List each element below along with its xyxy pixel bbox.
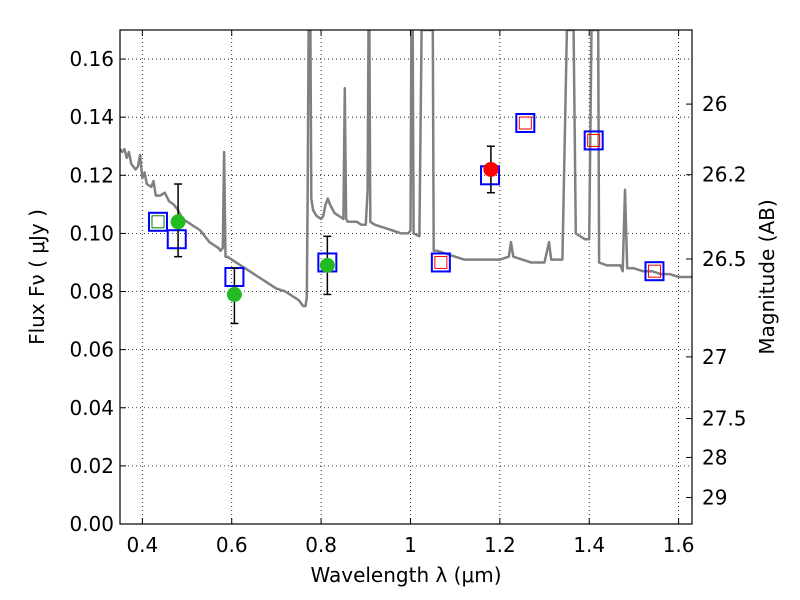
open-square-marker xyxy=(644,261,665,282)
x-axis-title: Wavelength λ (μm) xyxy=(310,563,501,587)
plot-background xyxy=(120,30,692,524)
filled-circle-marker xyxy=(170,214,186,230)
y-tick-label: 0.10 xyxy=(69,221,114,245)
y-tick-label: 0.12 xyxy=(69,163,114,187)
x-tick-label: 1.4 xyxy=(573,533,605,557)
right-tick-label: 29 xyxy=(702,486,727,510)
x-tick-label: 1.6 xyxy=(663,533,695,557)
right-axis-title: Magnitude (AB) xyxy=(755,199,779,354)
y-tick-label: 0.14 xyxy=(69,105,114,129)
open-square-marker xyxy=(166,229,187,250)
y-tick-label: 0.02 xyxy=(69,454,114,478)
x-tick-label: 0.8 xyxy=(305,533,337,557)
right-tick-label: 26.2 xyxy=(702,163,747,187)
right-tick-label: 27 xyxy=(702,345,727,369)
x-tick-label: 1 xyxy=(404,533,417,557)
x-tick-label: 0.4 xyxy=(126,533,158,557)
inner-square-marker xyxy=(151,215,165,229)
x-tick-label: 1.2 xyxy=(484,533,516,557)
ticks: 0.4 0.6 0.8 1 1.2 1.4 1.6 0.00 0.02 0.04 0.06 0.08 0… xyxy=(69,30,747,557)
y-tick-label: 0.04 xyxy=(69,396,114,420)
y-tick-label: 0.08 xyxy=(69,280,114,304)
y-tick-label: 0.16 xyxy=(69,47,114,71)
open-square-marker xyxy=(583,130,604,151)
right-tick-label: 26 xyxy=(702,92,727,116)
inner-square-marker xyxy=(587,133,601,147)
filled-circle-marker xyxy=(226,286,242,302)
filled-circle-marker xyxy=(319,257,335,273)
inner-square-marker xyxy=(434,255,448,269)
open-square-marker xyxy=(430,252,451,273)
filled-circle-marker xyxy=(483,161,499,177)
right-tick-label: 26.5 xyxy=(702,247,747,271)
data-points xyxy=(147,112,665,325)
inner-square-marker xyxy=(647,264,661,278)
right-tick-label: 27.5 xyxy=(702,407,747,431)
x-tick-label: 0.6 xyxy=(216,533,248,557)
model-spectrum-line xyxy=(120,30,692,308)
open-square-marker xyxy=(515,112,536,133)
y-axis-title: Flux Fν ( μJy ) xyxy=(25,209,49,345)
y-tick-label: 0.00 xyxy=(69,512,114,536)
plot-frame xyxy=(119,29,693,525)
model-spectrum xyxy=(120,30,692,308)
open-square-marker xyxy=(147,211,168,232)
y-tick-label: 0.06 xyxy=(69,338,114,362)
right-tick-label: 28 xyxy=(702,445,727,469)
inner-square-marker xyxy=(518,116,532,130)
